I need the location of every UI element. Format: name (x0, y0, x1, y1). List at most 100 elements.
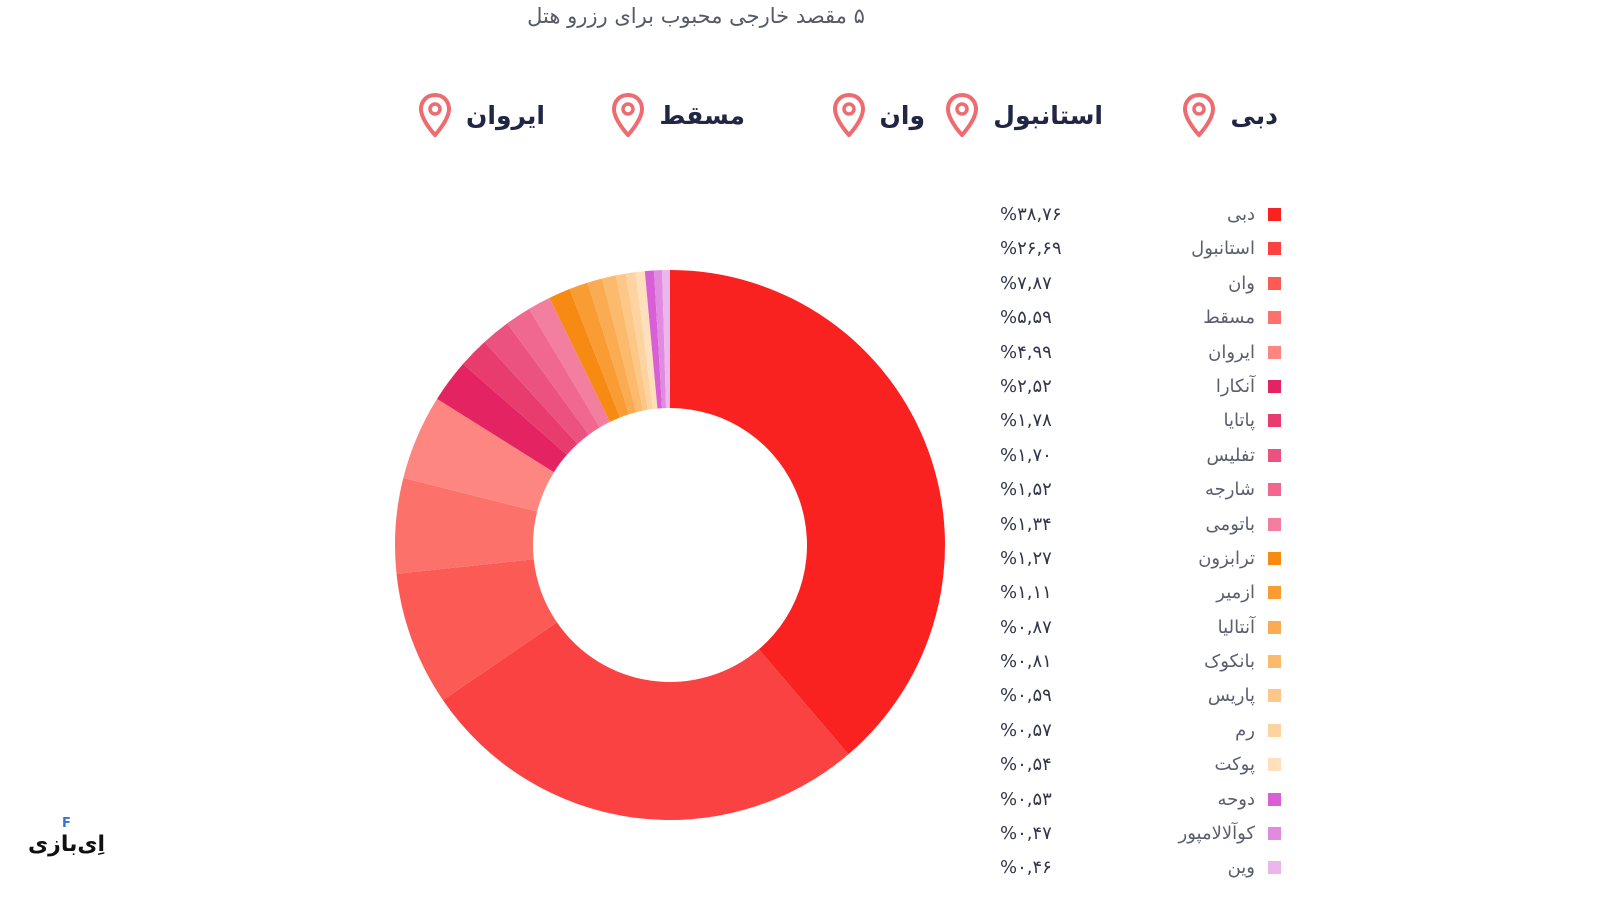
legend-value: %۷,۸۷ (1000, 272, 1052, 294)
legend-value: %۱,۵۲ (1000, 479, 1052, 501)
legend-swatch (1268, 758, 1281, 772)
legend-swatch (1268, 689, 1281, 703)
donut-slice-11[interactable] (549, 289, 620, 422)
donut-slice-19[interactable] (653, 270, 667, 409)
legend-item-10: %۱,۳۴ باتومی (1000, 514, 1300, 548)
donut-slice-16[interactable] (625, 272, 653, 410)
legend-item-5: %۴,۹۹ ایروان (1000, 342, 1300, 376)
legend-item-17: %۰,۵۴ پوکت (1000, 754, 1300, 788)
donut-slice-20[interactable] (662, 270, 670, 409)
legend-label: ایروان (1208, 341, 1255, 363)
legend-label: شارجه (1204, 479, 1255, 501)
donut-slice-5[interactable] (403, 398, 554, 512)
legend-value: %۱,۷۰ (1000, 444, 1052, 466)
donut-slice-15[interactable] (615, 273, 648, 411)
legend-swatch (1268, 276, 1281, 290)
legend-value: %۵,۵۹ (1000, 307, 1052, 329)
legend-item-15: %۰,۵۹ پاریس (1000, 685, 1300, 719)
legend-label: دبی (1226, 204, 1255, 225)
legend-label: پاتایا (1223, 410, 1255, 432)
map-pin-icon (612, 93, 645, 137)
legend-item-11: %۱,۲۷ ترابزون (1000, 548, 1300, 582)
map-pin-icon (832, 93, 865, 137)
top-destination-name: مسقط (659, 100, 745, 130)
donut-slice-1[interactable] (670, 270, 945, 755)
legend-swatch (1268, 345, 1281, 359)
legend-swatch (1268, 551, 1281, 565)
donut-slice-7[interactable] (463, 341, 578, 455)
legend-label: کوآلالامپور (1178, 823, 1255, 845)
top-destination-4: مسقط (611, 92, 745, 138)
legend-value: %۳۸,۷۶ (1000, 204, 1062, 225)
legend-swatch (1268, 448, 1281, 462)
legend-label: استانبول (1191, 238, 1255, 260)
donut-slice-12[interactable] (569, 282, 629, 418)
top-destination-3: وان (832, 92, 925, 138)
legend-item-14: %۰,۸۱ بانکوک (1000, 651, 1300, 685)
legend-label: دوحه (1217, 788, 1256, 810)
top-destination-1: دبی (1182, 92, 1278, 138)
legend-value: %۰,۴۷ (1000, 823, 1052, 845)
legend-label: رم (1235, 719, 1255, 741)
legend-swatch (1268, 414, 1281, 428)
legend-label: پوکت (1214, 754, 1255, 776)
donut-slice-14[interactable] (602, 275, 643, 413)
legend-label: ازمیر (1216, 582, 1255, 604)
legend-label: آنتالیا (1217, 616, 1255, 638)
legend-item-1: %۳۸,۷۶ دبی (1000, 204, 1300, 238)
donut-slice-10[interactable] (529, 297, 610, 428)
legend-item-6: %۲,۵۲ آنکارا (1000, 376, 1300, 410)
legend-label: آنکارا (1215, 375, 1255, 397)
legend-item-13: %۰,۸۷ آنتالیا (1000, 617, 1300, 651)
legend-swatch (1268, 827, 1281, 841)
legend-value: %۰,۵۹ (1000, 685, 1052, 707)
legend-swatch (1268, 655, 1281, 669)
legend-label: ترابزون (1198, 547, 1255, 569)
legend-value: %۲,۵۲ (1000, 375, 1052, 397)
legend-item-18: %۰,۵۳ دوحه (1000, 789, 1300, 823)
donut-slice-6[interactable] (437, 363, 567, 473)
legend-label: وان (1228, 272, 1255, 294)
legend-item-3: %۷,۸۷ وان (1000, 273, 1300, 307)
top-destination-name: استانبول (993, 100, 1103, 130)
legend-value: %۰,۴۶ (1000, 857, 1052, 879)
legend-item-2: %۲۶,۶۹ استانبول (1000, 238, 1300, 272)
legend-label: بانکوک (1204, 651, 1255, 673)
legend-swatch (1268, 517, 1281, 531)
legend-value: %۰,۵۴ (1000, 754, 1052, 776)
legend-value: %۱,۳۴ (1000, 513, 1052, 535)
legend-value: %۰,۸۷ (1000, 616, 1052, 638)
donut-slice-13[interactable] (587, 278, 637, 415)
chart-legend: %۳۸,۷۶ دبی %۲۶,۶۹ استانبول %۷,۸۷ وان %۵,۵۹ مسقط… (1000, 204, 1300, 892)
donut-slice-9[interactable] (507, 308, 600, 435)
top-destination-name: دبی (1230, 100, 1278, 130)
legend-value: %۲۶,۶۹ (1000, 238, 1062, 260)
legend-swatch (1268, 723, 1281, 737)
map-pin-icon (419, 93, 452, 137)
donut-slice-4[interactable] (395, 477, 538, 574)
legend-label: وین (1227, 857, 1255, 879)
legend-value: %۰,۸۱ (1000, 651, 1052, 673)
donut-slice-17[interactable] (635, 271, 658, 410)
legend-item-9: %۱,۵۲ شارجه (1000, 479, 1300, 513)
legend-label: تفلیس (1206, 444, 1255, 466)
donut-slice-2[interactable] (442, 622, 849, 820)
legend-label: پاریس (1207, 685, 1255, 707)
legend-label: مسقط (1203, 307, 1255, 329)
legend-item-12: %۱,۱۱ ازمیر (1000, 582, 1300, 616)
legend-swatch (1268, 208, 1281, 221)
legend-item-19: %۰,۴۷ کوآلالامپور (1000, 823, 1300, 857)
legend-swatch (1268, 311, 1281, 325)
legend-item-7: %۱,۷۸ پاتایا (1000, 410, 1300, 444)
legend-swatch (1268, 483, 1281, 497)
site-logo: اِی‌بازی (28, 832, 106, 857)
donut-slice-3[interactable] (396, 559, 557, 701)
legend-swatch (1268, 861, 1281, 875)
legend-swatch (1268, 620, 1281, 634)
donut-slice-8[interactable] (484, 323, 589, 444)
donut-slice-18[interactable] (644, 270, 662, 409)
legend-value: %۰,۵۷ (1000, 719, 1052, 741)
top-destination-5: ایروان (418, 92, 545, 138)
logo-badge: F (62, 816, 71, 831)
chart-title: ۵ مقصد خارجی محبوب برای رزرو هتل (527, 4, 865, 28)
